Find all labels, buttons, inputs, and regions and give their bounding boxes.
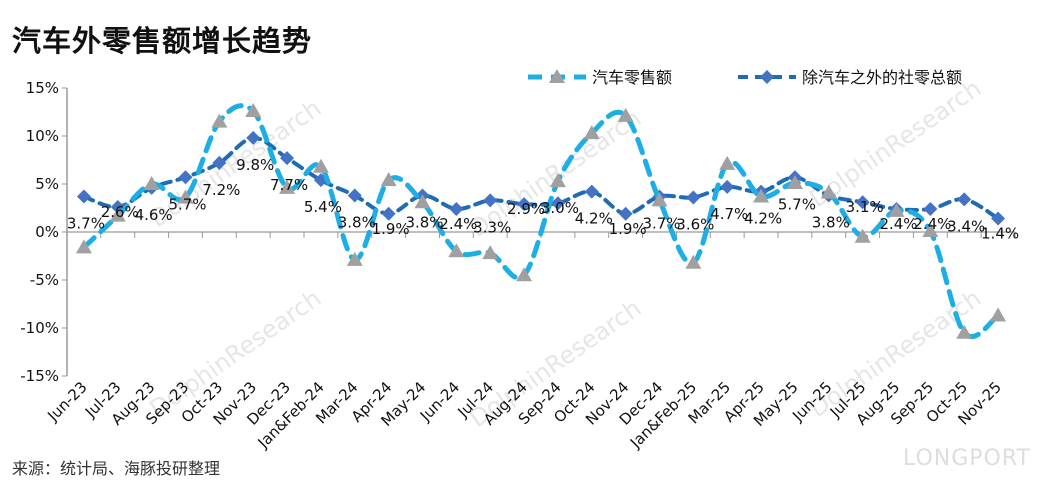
data-label: 2.4%: [439, 215, 477, 233]
data-point: [381, 206, 396, 221]
data-point: [753, 188, 770, 203]
data-label: 2.6%: [101, 203, 139, 221]
data-label: 2.4%: [879, 215, 917, 233]
y-tick-label: 0%: [35, 223, 59, 241]
data-point: [584, 184, 599, 199]
data-label: 7.2%: [202, 181, 240, 199]
source-note: 来源：统计局、海豚投研整理: [12, 459, 221, 478]
y-tick-label: -5%: [30, 271, 59, 289]
y-tick-label: 10%: [26, 127, 59, 145]
data-label: 1.9%: [609, 220, 647, 238]
data-point: [346, 251, 363, 266]
data-point: [516, 267, 533, 282]
data-label: 3.4%: [947, 217, 985, 235]
data-point: [280, 151, 295, 166]
data-point: [76, 189, 91, 204]
data-label: 3.0%: [541, 199, 579, 217]
data-label: 4.2%: [744, 210, 782, 228]
series-line: [81, 103, 1001, 339]
data-point: [957, 192, 972, 207]
data-point: [211, 113, 228, 128]
data-label: 3.6%: [676, 215, 714, 233]
data-label: 9.8%: [236, 156, 274, 174]
data-label: 7.7%: [270, 176, 308, 194]
data-point: [109, 207, 126, 222]
data-label: 3.8%: [405, 214, 443, 232]
data-point: [651, 192, 668, 207]
y-tick-label: 5%: [35, 175, 59, 193]
data-point: [212, 155, 227, 170]
legend-label: 除汽车之外的社零总额: [802, 68, 962, 87]
data-point: [820, 184, 837, 199]
data-point: [414, 194, 431, 209]
data-label: 3.8%: [338, 214, 376, 232]
data-label: 5.7%: [168, 195, 206, 213]
data-point: [75, 239, 92, 254]
legend: 汽车零售额 除汽车之外的社零总额: [528, 68, 962, 87]
data-point: [347, 188, 362, 203]
data-point: [618, 206, 633, 221]
data-point: [617, 107, 634, 122]
series-line: [81, 135, 1001, 221]
x-tick-label: Jun-23: [43, 378, 90, 425]
data-point: [143, 176, 160, 190]
data-label: 3.8%: [812, 214, 850, 232]
data-label: 4.7%: [710, 205, 748, 223]
y-tick-label: -15%: [20, 367, 59, 385]
data-point: [786, 175, 803, 190]
brand-logo: LONGPORT: [902, 446, 1031, 471]
data-label: 1.9%: [372, 220, 410, 238]
data-label: 3.7%: [642, 214, 680, 232]
data-label: 1.4%: [981, 225, 1019, 243]
data-point: [854, 228, 871, 243]
legend-marker: [760, 70, 774, 84]
data-point: [483, 193, 498, 208]
data-point: [685, 254, 702, 269]
data-point: [720, 179, 735, 194]
data-point: [279, 179, 296, 194]
data-point: [245, 103, 262, 118]
data-point: [549, 173, 566, 188]
y-tick-label: 15%: [26, 79, 59, 97]
data-point: [583, 125, 600, 140]
series-auto-retail: [75, 103, 1007, 339]
data-point: [312, 158, 329, 173]
data-point: [178, 170, 193, 185]
data-point: [517, 197, 532, 212]
data-point: [956, 324, 973, 339]
legend-label: 汽车零售额: [592, 68, 672, 87]
data-point: [177, 189, 194, 204]
y-tick-label: -10%: [20, 319, 59, 337]
data-point: [448, 243, 465, 258]
data-point: [686, 190, 701, 205]
data-label: 3.1%: [846, 198, 884, 216]
data-label: 3.3%: [473, 218, 511, 236]
data-point: [923, 201, 938, 216]
data-point: [449, 201, 464, 216]
data-label: 5.4%: [304, 198, 342, 216]
data-point: [888, 202, 905, 217]
data-point: [719, 155, 736, 170]
data-point: [922, 223, 939, 238]
data-point: [550, 196, 565, 211]
data-point: [246, 130, 261, 145]
data-label: 2.9%: [507, 200, 545, 218]
data-point: [991, 211, 1006, 226]
data-point: [990, 307, 1007, 322]
data-label: 3.7%: [67, 214, 105, 232]
data-label: 4.6%: [135, 206, 173, 224]
data-label: 2.4%: [913, 215, 951, 233]
data-label: 5.7%: [778, 195, 816, 213]
chart-title: 汽车外零售额增长趋势: [12, 24, 313, 58]
data-point: [855, 195, 870, 210]
legend-marker: [549, 69, 565, 83]
data-label: 4.2%: [575, 210, 613, 228]
data-point: [482, 245, 499, 260]
data-point: [380, 172, 397, 187]
